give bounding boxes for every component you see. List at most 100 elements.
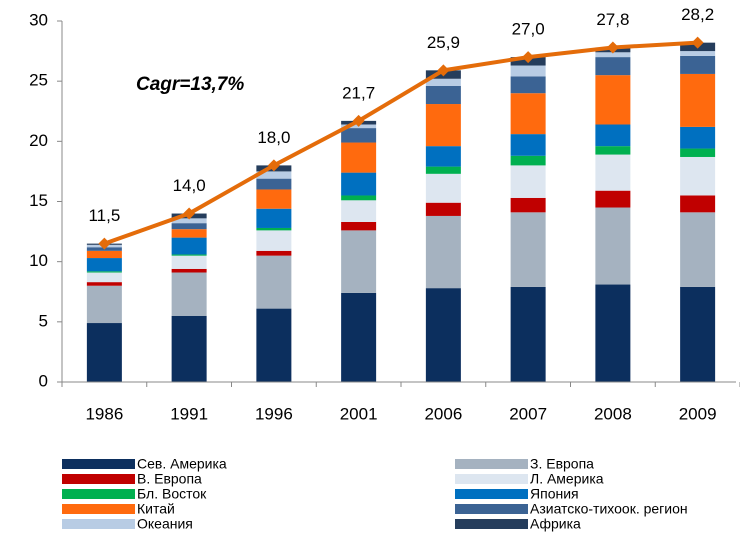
legend-swatch <box>455 504 528 514</box>
bar-segment <box>86 271 122 273</box>
bar-segment <box>510 165 546 198</box>
bar-segment <box>595 75 631 125</box>
bar-segment <box>425 288 461 382</box>
bar-segment <box>680 126 716 149</box>
legend-swatch <box>455 474 528 484</box>
value-label: 14,0 <box>173 176 206 195</box>
bar-segment <box>425 104 461 147</box>
bar-segment <box>256 250 292 256</box>
bar-segment <box>256 255 292 309</box>
bar-segment <box>680 51 716 56</box>
bar-segment <box>86 282 122 286</box>
bar-segment <box>171 223 207 230</box>
bar-segment <box>341 142 377 173</box>
bar-segment <box>510 197 546 213</box>
bar-segment <box>680 148 716 157</box>
x-tick-label: 2001 <box>340 404 378 423</box>
legend-label: Океания <box>137 516 193 532</box>
bar-segment <box>680 212 716 287</box>
line-marker <box>437 64 450 77</box>
bar-segment <box>171 272 207 316</box>
bar-segment <box>425 78 461 86</box>
bar-segment <box>256 227 292 231</box>
bar-segment <box>341 292 377 382</box>
bar-segment <box>171 268 207 273</box>
legend-swatch <box>62 504 135 514</box>
bars <box>86 42 716 382</box>
bar-segment <box>595 284 631 382</box>
legend-label: В. Европа <box>137 471 202 487</box>
bar-segment <box>595 124 631 147</box>
y-tick-label: 25 <box>29 71 48 90</box>
legend-swatch <box>62 489 135 499</box>
bar-segment <box>86 285 122 324</box>
bar-segment <box>171 254 207 256</box>
value-label: 21,7 <box>342 83 375 102</box>
value-label: 25,9 <box>427 33 460 52</box>
bar-segment <box>595 146 631 155</box>
y-tick-label: 20 <box>29 131 48 150</box>
bar-segment <box>86 323 122 382</box>
x-tick-label: 1996 <box>255 404 293 423</box>
y-tick-label: 10 <box>29 251 48 270</box>
line-marker <box>267 159 280 172</box>
legend-swatch <box>62 459 135 469</box>
bar-segment <box>256 178 292 190</box>
legend-label: Сев. Америка <box>137 456 227 472</box>
x-tick-label: 1986 <box>85 404 123 423</box>
bar-segment <box>595 207 631 285</box>
line-marker <box>352 114 365 127</box>
value-label: 27,8 <box>596 10 629 29</box>
bar-segment <box>341 172 377 196</box>
legend-label: З. Европа <box>530 456 594 472</box>
value-label: 27,0 <box>512 20 545 39</box>
bar-segment <box>425 166 461 174</box>
y-tick-label: 30 <box>29 10 48 29</box>
bar-segment <box>510 286 546 382</box>
legend-label: Африка <box>530 516 581 532</box>
x-tick-label: 1991 <box>170 404 208 423</box>
bar-segment <box>510 65 546 77</box>
bar-segment <box>425 146 461 167</box>
bar-segment <box>510 134 546 156</box>
bar-segment <box>256 230 292 251</box>
bar-segment <box>171 255 207 269</box>
bar-segment <box>510 155 546 166</box>
legend-swatch <box>62 474 135 484</box>
legend-label: Китай <box>137 501 175 517</box>
legend-swatch <box>455 459 528 469</box>
annotation: Cagr=13,7% <box>136 74 244 95</box>
bar-segment <box>171 218 207 224</box>
legend-label: Бл. Восток <box>137 486 207 502</box>
bar-segment <box>341 221 377 231</box>
bar-segment <box>595 154 631 191</box>
value-label: 28,2 <box>681 5 714 24</box>
line-marker <box>522 51 535 64</box>
bar-segment <box>425 215 461 289</box>
bar-segment <box>171 229 207 238</box>
bar-segment <box>425 85 461 105</box>
bar-segment <box>510 212 546 287</box>
bar-segment <box>425 202 461 216</box>
bar-segment <box>256 208 292 228</box>
value-label: 11,5 <box>88 206 120 225</box>
bar-segment <box>341 230 377 293</box>
bar-segment <box>341 195 377 201</box>
x-tick-label: 2009 <box>679 404 717 423</box>
legend-label: Л. Америка <box>530 471 604 487</box>
bar-segment <box>680 73 716 127</box>
bar-segment <box>256 171 292 179</box>
line-marker <box>606 41 619 54</box>
y-tick-label: 5 <box>39 311 48 330</box>
bar-segment <box>680 55 716 74</box>
bar-segment <box>171 237 207 255</box>
bar-segment <box>680 286 716 382</box>
x-tick-label: 2006 <box>424 404 462 423</box>
legend-label: Азиатско-тихоок. регион <box>530 501 688 517</box>
line-marker <box>183 207 196 220</box>
legend-swatch <box>62 519 135 529</box>
line-marker <box>691 36 704 49</box>
bar-segment <box>256 189 292 209</box>
bar-segment <box>595 190 631 208</box>
